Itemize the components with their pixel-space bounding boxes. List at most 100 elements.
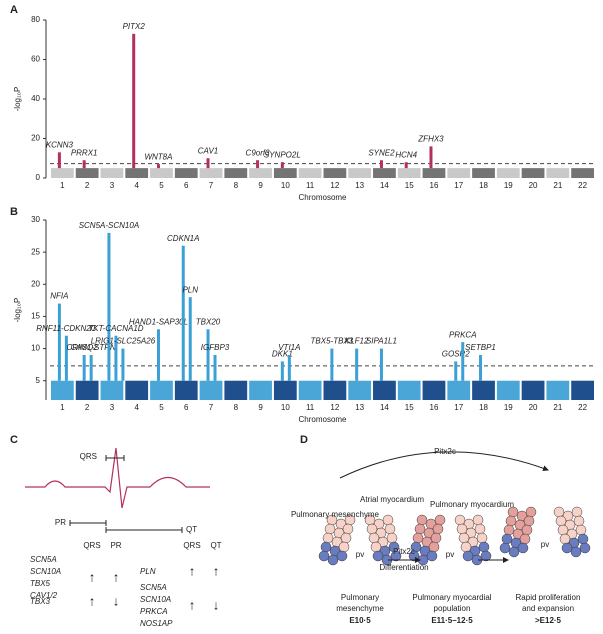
- x-tick-label: 14: [380, 403, 389, 412]
- x-tick-label: 6: [184, 181, 189, 190]
- stage-caption: and expansion: [522, 604, 574, 613]
- cell: [499, 542, 511, 554]
- x-tick-label: 22: [578, 181, 587, 190]
- cell: [454, 514, 466, 526]
- cell: [324, 523, 336, 535]
- cell: [573, 515, 585, 527]
- chromosome-band: [348, 168, 372, 178]
- peak: [454, 361, 458, 381]
- cell: [372, 550, 384, 562]
- peak-label: SYNE2: [368, 148, 395, 157]
- cell: [575, 524, 587, 536]
- peak: [379, 160, 383, 169]
- column-header: PR: [110, 541, 121, 550]
- x-tick-label: 16: [430, 403, 439, 412]
- peak: [355, 348, 359, 381]
- chromosome-band: [298, 168, 322, 178]
- transition-label: Differentiation: [379, 563, 428, 572]
- cell: [476, 532, 488, 544]
- cell: [340, 532, 352, 544]
- x-tick-label: 3: [110, 181, 115, 190]
- x-tick-label: 1: [60, 181, 65, 190]
- y-tick-label: 20: [31, 134, 40, 143]
- chromosome-band: [150, 380, 173, 400]
- peak: [206, 329, 210, 381]
- y-tick-label: 60: [31, 55, 40, 64]
- x-tick-label: 2: [85, 181, 90, 190]
- y-tick-label: 25: [31, 247, 40, 256]
- gene-name: NOS1AP: [140, 619, 173, 628]
- chromosome-band: [174, 380, 198, 400]
- column-header: QRS: [183, 541, 200, 550]
- cell: [386, 532, 398, 544]
- y-tick-label: 40: [31, 94, 40, 103]
- gene-name: SCN10A: [140, 595, 171, 604]
- cell: [503, 524, 515, 536]
- panel-label: A: [10, 4, 18, 16]
- cell: [525, 506, 537, 518]
- x-tick-label: 8: [234, 403, 239, 412]
- peak: [107, 232, 111, 381]
- x-tick-label: 14: [380, 181, 389, 190]
- x-tick-label: 8: [234, 181, 239, 190]
- x-tick-label: 6: [184, 403, 189, 412]
- y-tick-label: 5: [36, 376, 41, 385]
- cell: [508, 546, 520, 558]
- peak-label: KLF12: [345, 337, 369, 346]
- peak-label: TKT-CACNA1D: [88, 324, 143, 333]
- peak-label: KCNN3: [46, 140, 74, 149]
- peak-label: SYNPO2L: [264, 150, 301, 159]
- cell: [336, 550, 348, 562]
- peak: [82, 160, 86, 169]
- ecg-label: PR: [55, 518, 66, 527]
- x-tick-label: 12: [330, 403, 339, 412]
- peak-label: PRKCA: [449, 330, 477, 339]
- peak-label: WNT8A: [144, 152, 172, 161]
- gene-name: SCN5A: [30, 555, 57, 564]
- x-tick-label: 22: [578, 403, 587, 412]
- effect-arrow: ↑: [89, 569, 96, 584]
- chromosome-band: [373, 168, 396, 178]
- x-tick-label: 1: [60, 403, 65, 412]
- chromosome-band: [373, 380, 396, 400]
- peak-label: NFIA: [50, 292, 68, 301]
- chromosome-band: [75, 380, 99, 400]
- stage-caption: population: [434, 604, 471, 613]
- chromosome-band: [521, 380, 545, 400]
- cell: [501, 533, 513, 545]
- cell: [434, 514, 446, 526]
- x-tick-label: 20: [529, 403, 538, 412]
- peak-label: ZFHX3: [417, 135, 444, 144]
- chromosome-band: [422, 168, 446, 178]
- x-tick-label: 5: [159, 181, 164, 190]
- pitx2c-arrow: [339, 451, 549, 479]
- gene-name: TBX3: [30, 597, 51, 606]
- x-tick-label: 9: [258, 181, 263, 190]
- cell: [460, 541, 472, 553]
- y-tick-label: 20: [31, 279, 40, 288]
- effect-arrow: ↑: [213, 563, 220, 578]
- peak: [64, 335, 68, 381]
- peak-label: CRIM1-STRN: [66, 343, 116, 352]
- chromosome-band: [546, 380, 570, 400]
- x-tick-label: 11: [306, 403, 315, 412]
- x-tick-label: 15: [405, 181, 414, 190]
- cell: [320, 541, 332, 553]
- x-tick-label: 9: [258, 403, 263, 412]
- cell: [478, 541, 490, 553]
- cell: [322, 532, 334, 544]
- qt-bracket: [105, 527, 183, 533]
- cell: [571, 506, 583, 518]
- peak: [57, 303, 61, 381]
- cell: [523, 515, 535, 527]
- peak: [429, 146, 433, 169]
- pv-label: pv: [446, 550, 454, 559]
- cell: [368, 532, 380, 544]
- cell: [382, 514, 394, 526]
- peak: [156, 329, 160, 381]
- x-axis-label: Chromosome: [298, 193, 347, 202]
- cell: [342, 523, 354, 535]
- cell: [561, 542, 573, 554]
- panel-label: C: [10, 434, 18, 446]
- chromosome-band: [323, 380, 347, 400]
